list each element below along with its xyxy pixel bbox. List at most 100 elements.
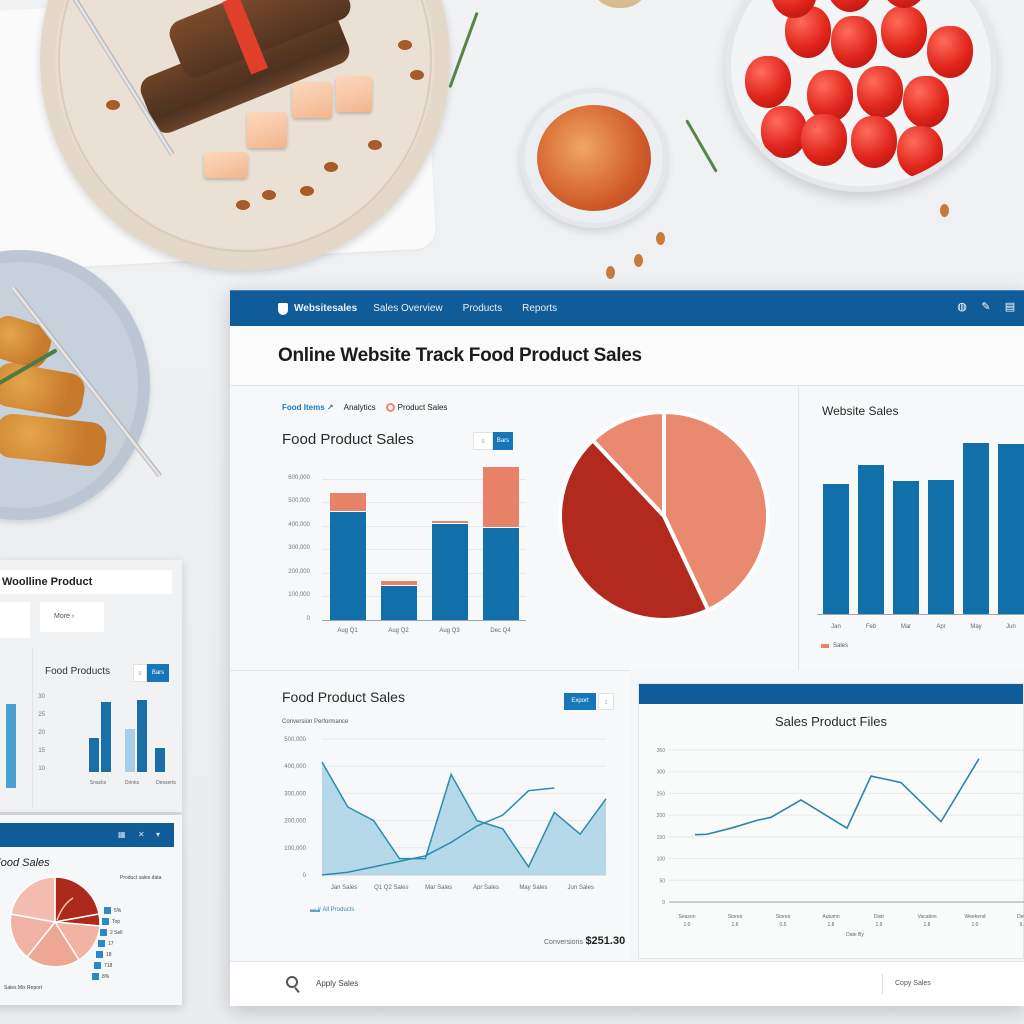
website-sales-title: Website Sales — [822, 404, 899, 418]
bar-stack — [482, 467, 519, 620]
page-header: Online Website Track Food Product Sales — [230, 326, 1024, 386]
breadcrumb-analytics[interactable]: Analytics — [343, 403, 376, 413]
svg-text:50: 50 — [659, 878, 665, 884]
nav-reports[interactable]: Reports — [522, 303, 558, 314]
sales-line-chart: 0 50 100 150 200 250 300 350 Season 1.0 Stores 1.6 S… — [657, 748, 1024, 938]
sales-files-title: Sales Product Files — [775, 714, 887, 729]
legend-swatch — [92, 973, 99, 980]
legend-item: 8% — [92, 973, 109, 980]
bar-segment — [482, 467, 519, 529]
calendar-icon[interactable]: ▤ — [1004, 301, 1016, 313]
toggle-list-view[interactable]: ≡ — [133, 664, 147, 682]
close-icon[interactable]: ✕ — [138, 830, 145, 839]
legend-item: 17 — [98, 940, 114, 947]
gridline — [322, 549, 526, 551]
svg-text:9.5: 9.5 — [1020, 922, 1024, 928]
herb-sprig — [685, 119, 718, 173]
side-card-header-bar: ▦ ✕ ▾ — [0, 823, 174, 847]
cheese-cube — [247, 112, 287, 148]
bar-segment — [380, 581, 417, 586]
legend-label: 718 — [104, 962, 113, 969]
panel-pie-chart — [530, 387, 798, 670]
copy-sales-button[interactable]: Copy Sales — [882, 974, 931, 994]
side-card-2-note: Product sales data — [120, 875, 162, 881]
y-tick-label: 500,000 — [288, 498, 310, 505]
y-tick-label: 200,000 — [288, 568, 310, 575]
search-input[interactable]: Apply Sales — [316, 979, 359, 988]
toggle-bar-view[interactable]: Bars — [493, 432, 513, 450]
export-button[interactable]: Export — [564, 693, 596, 710]
legend-swatch — [102, 918, 109, 925]
x-tick-label: Snacks — [89, 780, 107, 786]
stacked-bar-chart: 0 100,000 200,000 300,000 400,000 500,000 600,… — [230, 387, 530, 670]
nut — [236, 200, 250, 210]
svg-text:Weekend: Weekend — [964, 914, 985, 920]
svg-text:Q1 Q2 Sales: Q1 Q2 Sales — [374, 885, 408, 891]
nav-products[interactable]: Products — [462, 303, 503, 314]
nut — [324, 162, 338, 172]
bar-chart-view-toggle[interactable]: ≡ Bars — [473, 432, 513, 450]
breadcrumb: Food Items ↗ Analytics Product Sales — [282, 403, 447, 413]
svg-text:300,000: 300,000 — [284, 791, 306, 797]
svg-text:Mar Sales: Mar Sales — [425, 885, 452, 891]
bar — [823, 484, 849, 614]
brand-logo[interactable]: Websitesales — [278, 302, 358, 315]
side-card-partial-chart — [0, 648, 30, 808]
bar-stack — [329, 467, 366, 620]
svg-text:Jan Sales: Jan Sales — [331, 885, 357, 891]
cheese-cube — [204, 152, 248, 178]
cheese-cube — [292, 82, 332, 118]
bell-icon[interactable]: ◍ — [957, 301, 967, 313]
toggle-bar-view[interactable]: Bars — [147, 664, 169, 682]
x-tick-label: Desserts — [156, 780, 176, 786]
mini-bar — [6, 704, 16, 788]
breadcrumb-product-sales[interactable]: Product Sales — [385, 403, 447, 413]
x-axis-line — [322, 620, 526, 621]
gridline — [322, 572, 526, 574]
svg-text:May Sales: May Sales — [519, 885, 547, 891]
breadcrumb-food-items[interactable]: Food Items ↗ — [282, 403, 334, 413]
area-chart-legend: — # All Products — [310, 907, 354, 913]
search-icon[interactable] — [286, 976, 298, 988]
bar-segment — [329, 492, 366, 512]
svg-text:200,000: 200,000 — [284, 819, 306, 825]
svg-text:Season: Season — [679, 914, 696, 920]
svg-text:0: 0 — [662, 900, 665, 906]
bar-chart-title: Food Product Sales — [282, 431, 414, 448]
nut — [368, 140, 382, 150]
y-tick-label: 0 — [306, 616, 310, 622]
svg-text:Date By: Date By — [846, 932, 864, 938]
seed — [606, 266, 615, 279]
x-tick-label: Aug Q3 — [439, 628, 460, 634]
svg-text:Autumn: Autumn — [822, 914, 839, 920]
x-tick-label: Dec Q4 — [490, 628, 511, 634]
filter-icon[interactable]: ▾ — [156, 830, 161, 839]
more-link[interactable]: More › — [40, 602, 104, 632]
edit-icon[interactable]: ✎ — [981, 301, 991, 313]
y-tick-label: 600,000 — [288, 474, 310, 481]
chart-icon[interactable]: ▦ — [118, 830, 126, 839]
mini-chart-toggle[interactable]: ≡ Bars — [133, 664, 169, 682]
svg-text:350: 350 — [657, 748, 666, 754]
x-tick-label: Apr — [936, 624, 946, 630]
bar — [858, 465, 884, 614]
panel-sales-product-files: Sales Product Files 0 50 100 150 200 250 300 35… — [638, 683, 1024, 959]
gridline — [322, 525, 526, 527]
mini-bar — [137, 700, 147, 772]
x-axis-line — [817, 614, 1024, 615]
legend-item: 5% — [104, 907, 121, 914]
x-tick-label: Drinks — [124, 780, 140, 786]
gridline — [322, 502, 526, 504]
legend-item: 18 — [96, 951, 112, 958]
side-card-2-title: Food Sales — [0, 857, 50, 869]
svg-text:Vacation: Vacation — [917, 914, 936, 920]
side-card-food-sales: ▦ ✕ ▾ Food Sales Product sales data 5% To… — [0, 815, 182, 1005]
toggle-list-view[interactable]: ≡ — [473, 432, 493, 450]
mini-bar — [101, 702, 111, 772]
nav-sales-overview[interactable]: Sales Overview — [373, 303, 443, 314]
sort-button[interactable]: ↕ — [598, 693, 614, 710]
brand-name: Websitesales — [294, 303, 358, 314]
svg-text:200: 200 — [657, 813, 666, 819]
svg-text:250: 250 — [657, 791, 666, 797]
svg-text:100: 100 — [657, 857, 666, 863]
